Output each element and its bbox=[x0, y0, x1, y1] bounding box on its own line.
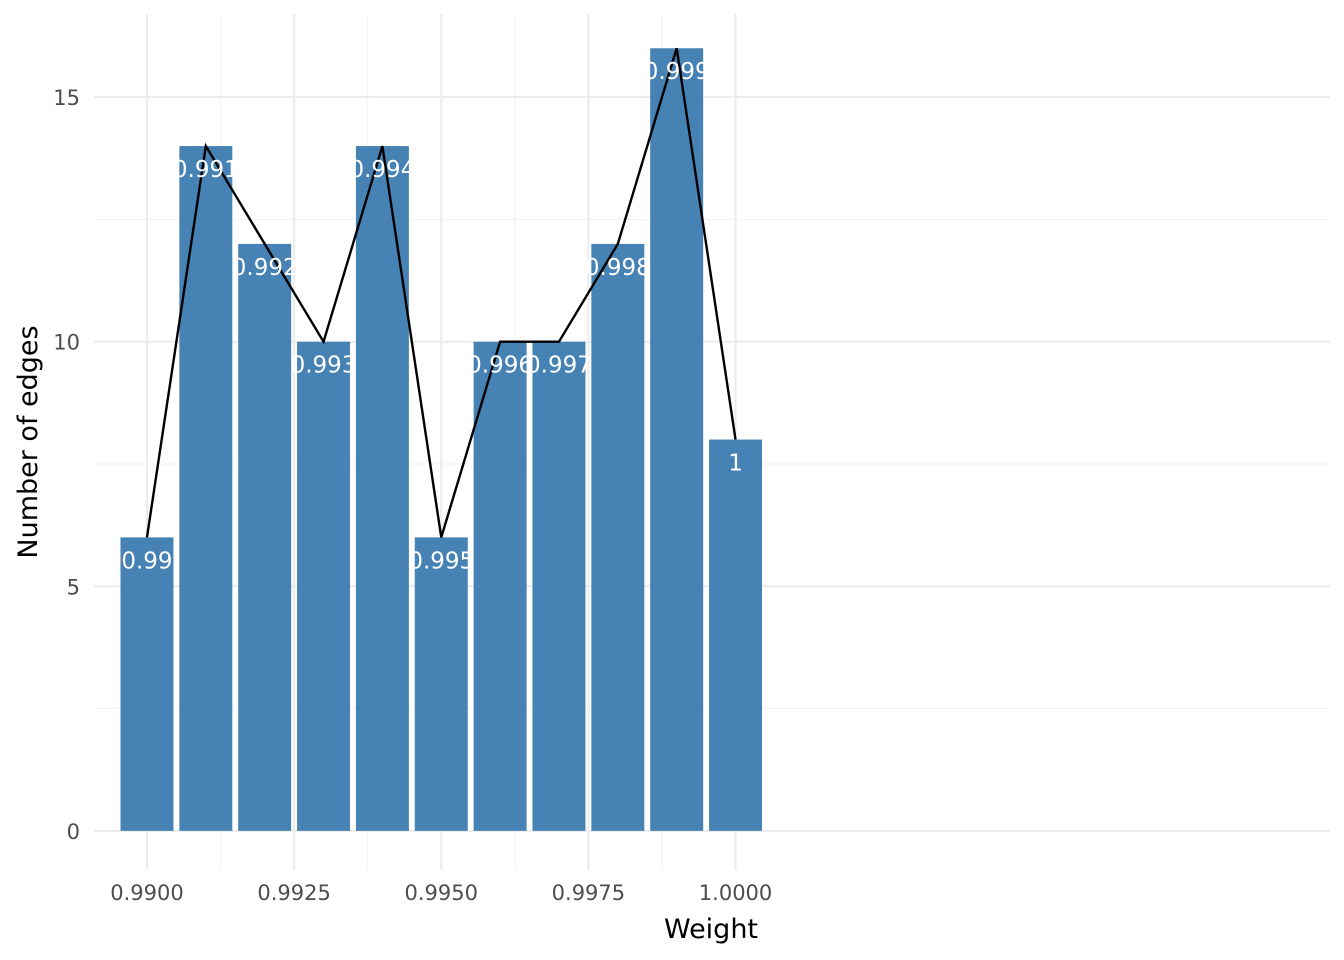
bar bbox=[120, 537, 174, 831]
bar bbox=[709, 439, 763, 831]
bars bbox=[120, 48, 763, 831]
bar bbox=[650, 48, 704, 831]
bar-value-label: 0.999 bbox=[644, 59, 710, 85]
x-axis-title: Weight bbox=[664, 914, 758, 945]
bar bbox=[238, 243, 292, 831]
bar bbox=[179, 146, 233, 831]
y-axis-ticks: 0 5 10 15 bbox=[53, 86, 80, 844]
bar-value-label: 0.997 bbox=[526, 353, 592, 379]
x-axis-ticks: 0.9900 0.9925 0.9950 0.9975 1.0000 bbox=[110, 881, 772, 905]
y-tick-label: 10 bbox=[53, 331, 80, 355]
bar-value-label: 0.996 bbox=[467, 353, 533, 379]
bar bbox=[591, 243, 645, 831]
bar-value-label: 0.99 bbox=[121, 548, 172, 574]
x-tick-label: 0.9925 bbox=[257, 881, 330, 905]
x-tick-label: 1.0000 bbox=[699, 881, 772, 905]
overlay-line bbox=[145, 47, 737, 538]
bar-value-label: 0.998 bbox=[585, 255, 651, 281]
x-tick-label: 0.9900 bbox=[110, 881, 183, 905]
y-axis-title: Number of edges bbox=[13, 325, 44, 558]
bar bbox=[473, 341, 527, 831]
x-tick-label: 0.9975 bbox=[552, 881, 625, 905]
bar-value-label: 0.991 bbox=[173, 157, 239, 183]
y-tick-label: 0 bbox=[67, 820, 80, 844]
bar bbox=[414, 537, 468, 831]
x-tick-label: 0.9950 bbox=[405, 881, 478, 905]
bar-value-label: 0.993 bbox=[291, 353, 357, 379]
y-tick-label: 5 bbox=[67, 575, 80, 599]
bar bbox=[297, 341, 351, 831]
bar-value-label: 1 bbox=[728, 451, 743, 477]
bar-value-label: 0.995 bbox=[408, 548, 474, 574]
y-tick-label: 15 bbox=[53, 86, 80, 110]
bar bbox=[532, 341, 586, 831]
bar bbox=[355, 146, 409, 831]
bar-value-label: 0.992 bbox=[232, 255, 298, 281]
overlay-line-layer bbox=[145, 47, 737, 538]
bar-value-label: 0.994 bbox=[349, 157, 415, 183]
